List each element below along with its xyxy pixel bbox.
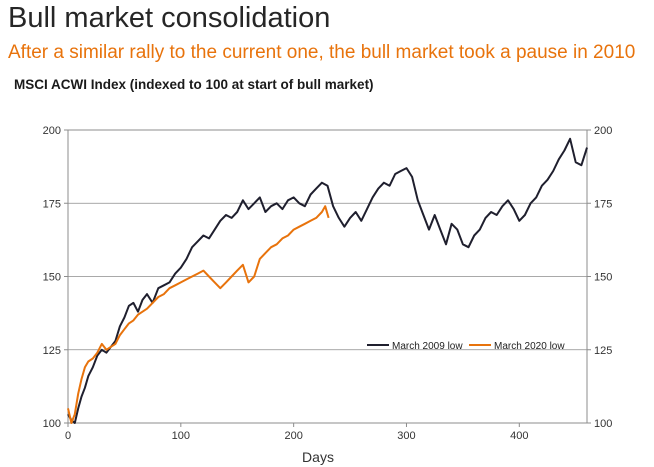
y-tick-label-right: 175	[594, 198, 612, 210]
y-tick-label-right: 125	[594, 345, 612, 357]
y-axis-right: 100 125 150 175 200	[587, 125, 612, 430]
y-tick-label-right: 200	[594, 125, 612, 137]
y-tick-label: 175	[43, 198, 61, 210]
chart-title: Bull market consolidation	[8, 2, 331, 34]
x-tick-label: 400	[510, 430, 528, 442]
x-tick-label: 300	[397, 430, 415, 442]
chart-heading: MSCI ACWI Index (indexed to 100 at start…	[14, 77, 374, 92]
gridlines	[68, 202, 587, 351]
y-tick-label: 150	[43, 272, 61, 284]
y-tick-label-right: 150	[594, 272, 612, 284]
y-tick-label-right: 100	[594, 418, 612, 430]
x-tick-label: 100	[172, 430, 190, 442]
series-line-march-2020	[67, 205, 330, 424]
y-tick-label: 100	[43, 418, 61, 430]
x-tick-label: 200	[284, 430, 302, 442]
y-tick-label: 125	[43, 345, 61, 357]
y-tick-label: 200	[43, 125, 61, 137]
legend-label: March 2009 low	[392, 341, 463, 352]
series-line-march-2009	[67, 137, 588, 424]
x-axis: 0 100 200 300 400	[65, 423, 528, 442]
y-axis-left: 100 125 150 175 200	[43, 125, 68, 430]
x-tick-label: 0	[65, 430, 71, 442]
chart-subtitle: After a similar rally to the current one…	[8, 42, 636, 63]
legend-label: March 2020 low	[494, 341, 565, 352]
series-lines	[67, 137, 588, 424]
legend: March 2009 low March 2020 low	[367, 341, 565, 352]
x-axis-label: Days	[302, 449, 334, 465]
